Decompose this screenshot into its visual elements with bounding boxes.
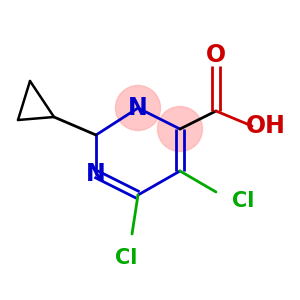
Circle shape <box>116 85 160 130</box>
Text: OH: OH <box>246 114 285 138</box>
Text: Cl: Cl <box>115 248 137 268</box>
Circle shape <box>158 106 202 152</box>
Text: N: N <box>128 96 148 120</box>
Text: O: O <box>206 44 226 68</box>
Text: Cl: Cl <box>232 191 254 211</box>
Text: N: N <box>86 162 106 186</box>
